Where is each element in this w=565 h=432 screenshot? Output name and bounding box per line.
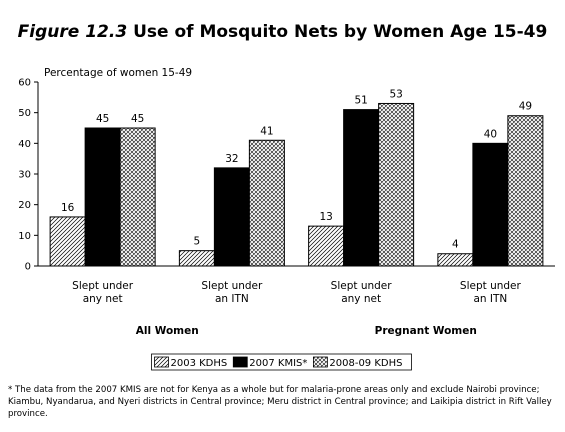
data-label: 40: [484, 128, 497, 140]
legend-label: 2003 KDHS: [171, 358, 228, 369]
legend: 2003 KDHS 2007 KMIS* 2008-09 KDHS: [151, 353, 412, 371]
legend-swatch: [232, 356, 248, 368]
category-label: any net: [83, 293, 123, 305]
figure-number: Figure 12.3: [17, 22, 128, 42]
legend-swatch: [154, 356, 169, 368]
data-label: 5: [194, 236, 201, 248]
data-label: 45: [96, 113, 109, 125]
legend-label: 2008-09 KDHS: [329, 358, 402, 369]
bar: [308, 225, 345, 267]
y-tick-label: 10: [18, 231, 31, 242]
bar: [437, 253, 474, 267]
figure-title: Use of Mosquito Nets by Women Age 15-49: [133, 22, 548, 42]
bar: [119, 127, 156, 267]
footnote: * The data from the 2007 KMIS are not fo…: [8, 385, 552, 419]
bar: [248, 139, 285, 267]
category-label: Slept under: [72, 280, 134, 292]
data-label: 53: [389, 88, 402, 100]
bar: [343, 109, 380, 267]
data-label: 4: [452, 239, 459, 251]
bar-chart: Percentage of women 15-49 0102030405060 …: [18, 67, 555, 371]
category-label: Slept under: [460, 280, 522, 292]
category-label: an ITN: [473, 293, 507, 305]
bar: [84, 127, 121, 267]
group-label: Pregnant Women: [375, 325, 477, 337]
data-label: 32: [225, 153, 238, 165]
bar: [213, 167, 250, 267]
legend-swatch: [312, 356, 328, 368]
category-label: Slept under: [201, 280, 263, 292]
data-label: 51: [354, 95, 367, 107]
bars: 16 45 45 5 32 41 13 51 53 4 40 49: [49, 88, 544, 267]
group-label: All Women: [136, 325, 199, 337]
bar: [49, 216, 86, 267]
category-label: Slept under: [331, 280, 393, 292]
y-tick-label: 30: [18, 170, 31, 181]
data-label: 45: [131, 113, 144, 125]
bar: [472, 142, 509, 267]
data-label: 13: [319, 211, 332, 223]
y-tick-label: 20: [18, 200, 31, 211]
data-label: 41: [260, 125, 273, 137]
chart-title: Figure 12.3 Use of Mosquito Nets by Wome…: [0, 22, 565, 42]
data-label: 49: [519, 101, 532, 113]
y-tick-label: 40: [18, 139, 31, 150]
bar: [507, 115, 544, 267]
category-label: any net: [341, 293, 381, 305]
y-tick-label: 50: [18, 108, 31, 119]
legend-label: 2007 KMIS*: [249, 358, 307, 369]
y-tick-label: 60: [18, 78, 31, 89]
y-tick-label: 0: [25, 262, 31, 273]
bar: [178, 250, 215, 267]
y-axis-label: Percentage of women 15-49: [44, 67, 192, 79]
data-label: 16: [61, 202, 75, 214]
category-label: an ITN: [215, 293, 249, 305]
legend-frame: [151, 353, 412, 371]
bar: [378, 102, 415, 267]
